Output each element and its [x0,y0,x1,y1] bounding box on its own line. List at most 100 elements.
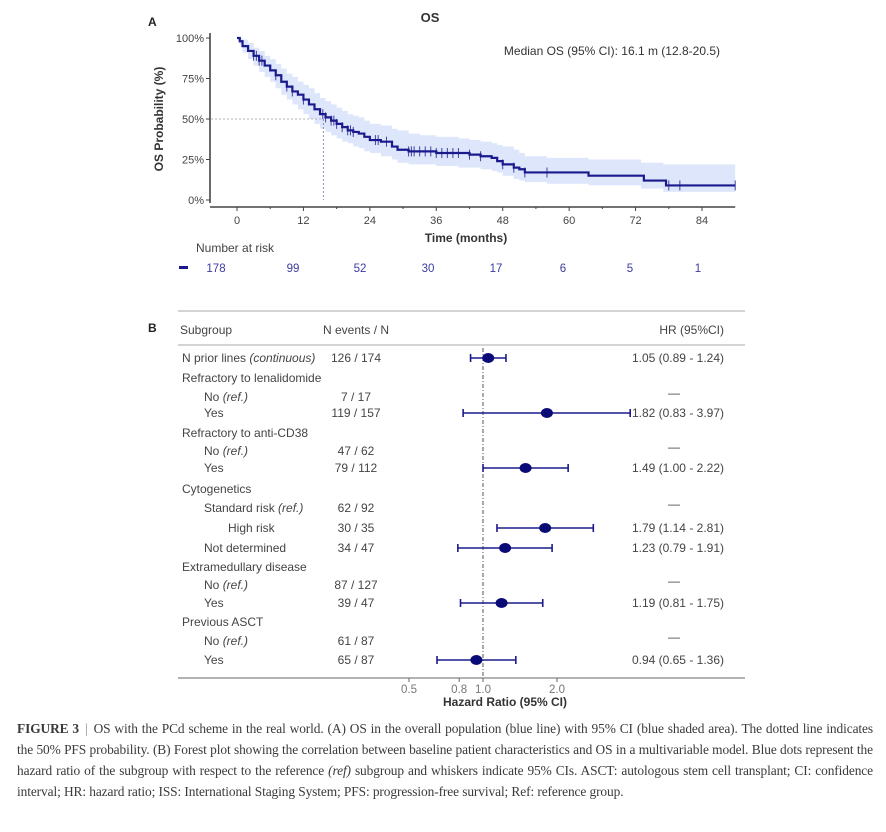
forest-row-label-main: No [204,444,223,458]
forest-row-label: No (ref.) [204,390,248,404]
figure-caption: FIGURE 3 | OS with the PCd scheme in the r… [17,718,873,802]
forest-hr-dot [499,543,512,553]
forest-hr-dot [519,463,532,473]
km-x-tick-label: 12 [297,215,309,227]
forest-row-label: Yes [204,653,224,667]
forest-hr-dot [470,655,483,665]
forest-row-hr-text: 1.82 (0.83 - 3.97) [632,406,724,420]
forest-row-label: No (ref.) [204,578,248,592]
forest-row-label: High risk [228,521,276,535]
forest-header-subgroup: Subgroup [180,323,232,337]
caption-figure-label: FIGURE 3 [17,721,79,736]
forest-row-events: 62 / 92 [338,501,375,515]
risk-table-value: 178 [206,263,225,275]
km-x-tick-label: 24 [364,215,376,227]
risk-table-value: 30 [422,263,435,275]
forest-row-label-main: Yes [204,596,224,610]
km-y-tick-label: 50% [182,114,204,126]
km-median-annotation: Median OS (95% CI): 16.1 m (12.8-20.5) [504,44,720,58]
caption-separator: | [85,721,88,736]
risk-table-value: 52 [354,263,367,275]
forest-row-label-main: Cytogenetics [182,482,251,496]
forest-row-label: Standard risk (ref.) [204,501,303,515]
forest-plot: N prior lines (continuous) 126 / 174 1.05 … [178,348,745,696]
forest-x-tick-label: 0.5 [401,684,417,696]
forest-row-label-italic: (ref.) [223,634,248,648]
risk-table-value: 99 [287,263,300,275]
forest-row-hr-text: 1.49 (1.00 - 2.22) [632,461,724,475]
km-x-tick-label: 36 [430,215,442,227]
forest-row-label-main: Yes [204,406,224,420]
forest-x-axis-label: Hazard Ratio (95% CI) [443,695,567,709]
forest-row-hr-text: 1.23 (0.79 - 1.91) [632,541,724,555]
forest-row-label: Cytogenetics [182,482,251,496]
forest-row-label-italic: (continuous) [246,351,315,365]
forest-row-label-italic: (ref.) [223,390,248,404]
forest-row-label: Yes [204,461,224,475]
risk-table-value: 5 [627,263,633,275]
km-y-tick-label: 75% [182,74,204,86]
km-survival-curve [237,36,736,187]
forest-row-label-italic: (ref.) [278,501,303,515]
forest-row-label-main: Yes [204,461,224,475]
forest-row-events: 7 / 17 [341,390,371,404]
km-plot: 0% 25% 50% 75% 100% 0 12 24 36 48 60 72 84 178 99 52 30 1… [176,33,736,275]
forest-x-tick-label: 2.0 [549,684,565,696]
forest-row-label-main: No [204,578,223,592]
risk-table-value: 6 [560,263,566,275]
forest-header-events: N events / N [323,323,389,337]
forest-row-events: 34 / 47 [338,541,375,555]
forest-hr-dot [495,598,508,608]
forest-row-hr-text: 1.19 (0.81 - 1.75) [632,596,724,610]
forest-row-hr-text: 1.79 (1.14 - 2.81) [632,521,724,535]
forest-row-hr-text: 0.94 (0.65 - 1.36) [632,653,724,667]
forest-row-label: Refractory to anti-CD38 [182,426,308,440]
panel-a-label: A [148,15,157,29]
forest-row-label: No (ref.) [204,634,248,648]
caption-text-1: OS with the PCd scheme in the real world… [17,721,873,778]
forest-row-hr-text: 1.05 (0.89 - 1.24) [632,351,724,365]
forest-row-label-italic: (ref.) [223,578,248,592]
forest-row-events: 79 / 112 [335,461,378,475]
forest-row-events: 47 / 62 [338,444,375,458]
forest-hr-dot [482,353,495,363]
km-y-tick-label: 0% [188,195,204,207]
forest-row-label-main: N prior lines [182,351,246,365]
forest-row-ref-dash: — [668,630,680,644]
forest-row-label-main: Standard risk [204,501,278,515]
forest-row-ref-dash: — [668,386,680,400]
km-x-tick-label: 48 [497,215,509,227]
forest-row-label: Refractory to lenalidomide [182,371,322,385]
forest-row-label: Previous ASCT [182,615,264,629]
km-y-tick-label: 100% [176,33,204,45]
km-x-tick-label: 60 [563,215,575,227]
forest-row-label: No (ref.) [204,444,248,458]
forest-row-events: 30 / 35 [338,521,375,535]
forest-row-label-main: No [204,390,223,404]
km-ci-band [237,38,736,196]
forest-row-events: 126 / 174 [331,351,381,365]
caption-text-2: subgroup and whiskers indicate 95% CIs. … [17,763,873,799]
km-y-tick-label: 25% [182,155,204,167]
forest-row-label-main: Yes [204,653,224,667]
forest-row-label-italic: (ref.) [223,444,248,458]
forest-row-events: 65 / 87 [338,653,375,667]
caption-italic-ref: (ref) [328,763,351,778]
forest-x-tick-label: 1.0 [475,684,491,696]
km-title: OS [421,10,440,25]
risk-table-value: 1 [695,263,701,275]
km-x-tick-label: 84 [696,215,708,227]
forest-row-ref-dash: — [668,497,680,511]
forest-header-hr: HR (95%CI) [659,323,724,337]
km-x-axis-label: Time (months) [425,231,507,245]
forest-row-ref-dash: — [668,440,680,454]
forest-row-label: Yes [204,596,224,610]
km-y-axis-label: OS Probability (%) [152,67,166,172]
forest-row-label-main: No [204,634,223,648]
km-x-tick-label: 72 [629,215,641,227]
risk-table-label: Number at risk [196,241,275,255]
forest-row-events: 39 / 47 [338,596,375,610]
forest-row-events: 87 / 127 [334,578,378,592]
forest-row-label-main: Refractory to anti-CD38 [182,426,308,440]
forest-row-label-main: Previous ASCT [182,615,264,629]
